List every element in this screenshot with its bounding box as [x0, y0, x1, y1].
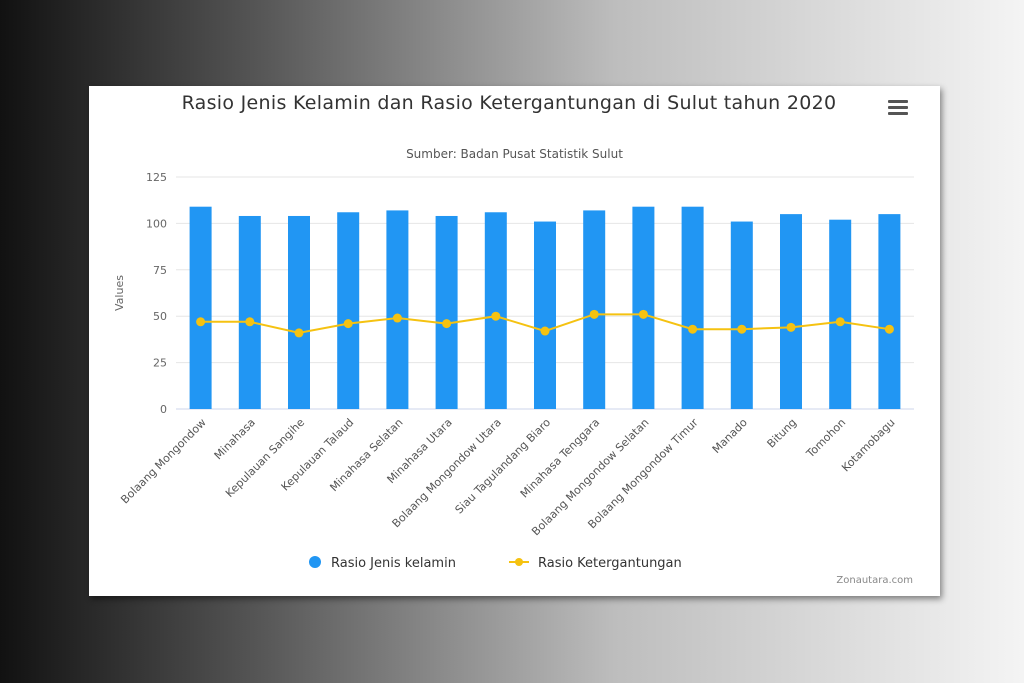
- x-tick-label: Siau Tagulandang Biaro: [453, 416, 554, 517]
- legend-label-line: Rasio Ketergantungan: [538, 556, 682, 571]
- x-tick-label: Bitung: [765, 416, 800, 451]
- line-point: [196, 317, 206, 327]
- y-tick-label: 50: [153, 310, 167, 323]
- bar: [681, 206, 704, 409]
- line-point: [442, 319, 452, 329]
- y-tick-label: 25: [153, 357, 167, 370]
- x-tick-label: Manado: [710, 416, 750, 456]
- line-point: [688, 324, 698, 334]
- x-tick-label: Minahasa: [212, 416, 258, 462]
- line-point: [392, 313, 402, 323]
- bar: [534, 221, 556, 409]
- chart-card: Rasio Jenis Kelamin dan Rasio Ketergantu…: [89, 86, 940, 596]
- bar: [337, 212, 360, 409]
- bar: [386, 210, 409, 409]
- line-point: [589, 309, 599, 319]
- y-tick-label: 100: [146, 217, 167, 230]
- chart-svg: 0 25 50 75 100 125 Values Bolaang Mongondow Mina…: [113, 171, 914, 571]
- bar: [189, 206, 212, 409]
- line-point: [540, 326, 550, 336]
- bar: [878, 214, 901, 409]
- bar: [435, 215, 458, 409]
- y-axis-title: Values: [113, 275, 126, 311]
- legend-marker-bar: [309, 556, 321, 568]
- line-point: [786, 322, 796, 332]
- bar: [632, 206, 655, 409]
- bar: [780, 214, 802, 409]
- bar: [288, 215, 310, 409]
- line-point: [737, 324, 747, 334]
- y-tick-label: 0: [160, 403, 167, 416]
- line-point: [343, 319, 353, 329]
- chart-credit[interactable]: Zonautara.com: [836, 575, 913, 586]
- bar: [730, 221, 753, 409]
- line-point: [638, 309, 648, 319]
- line-point: [884, 324, 894, 334]
- bar: [484, 212, 507, 409]
- bar: [829, 219, 852, 409]
- line-point: [835, 317, 845, 327]
- bar: [583, 210, 606, 409]
- legend-marker-line: [515, 558, 523, 566]
- y-tick-label: 125: [146, 171, 167, 184]
- line-point: [491, 311, 501, 321]
- hamburger-menu-icon[interactable]: [886, 97, 910, 117]
- bar: [238, 215, 261, 409]
- chart-title: Rasio Jenis Kelamin dan Rasio Ketergantu…: [181, 92, 837, 114]
- legend-label-bar: Rasio Jenis kelamin: [331, 556, 456, 571]
- chart-subtitle: Sumber: Badan Pusat Statistik Sulut: [406, 147, 623, 161]
- x-tick-label: Tomohon: [803, 416, 848, 461]
- x-tick-label: Bolaang Mongondow: [118, 416, 208, 506]
- line-point: [245, 317, 255, 327]
- y-tick-label: 75: [153, 264, 167, 277]
- line-point: [294, 328, 304, 338]
